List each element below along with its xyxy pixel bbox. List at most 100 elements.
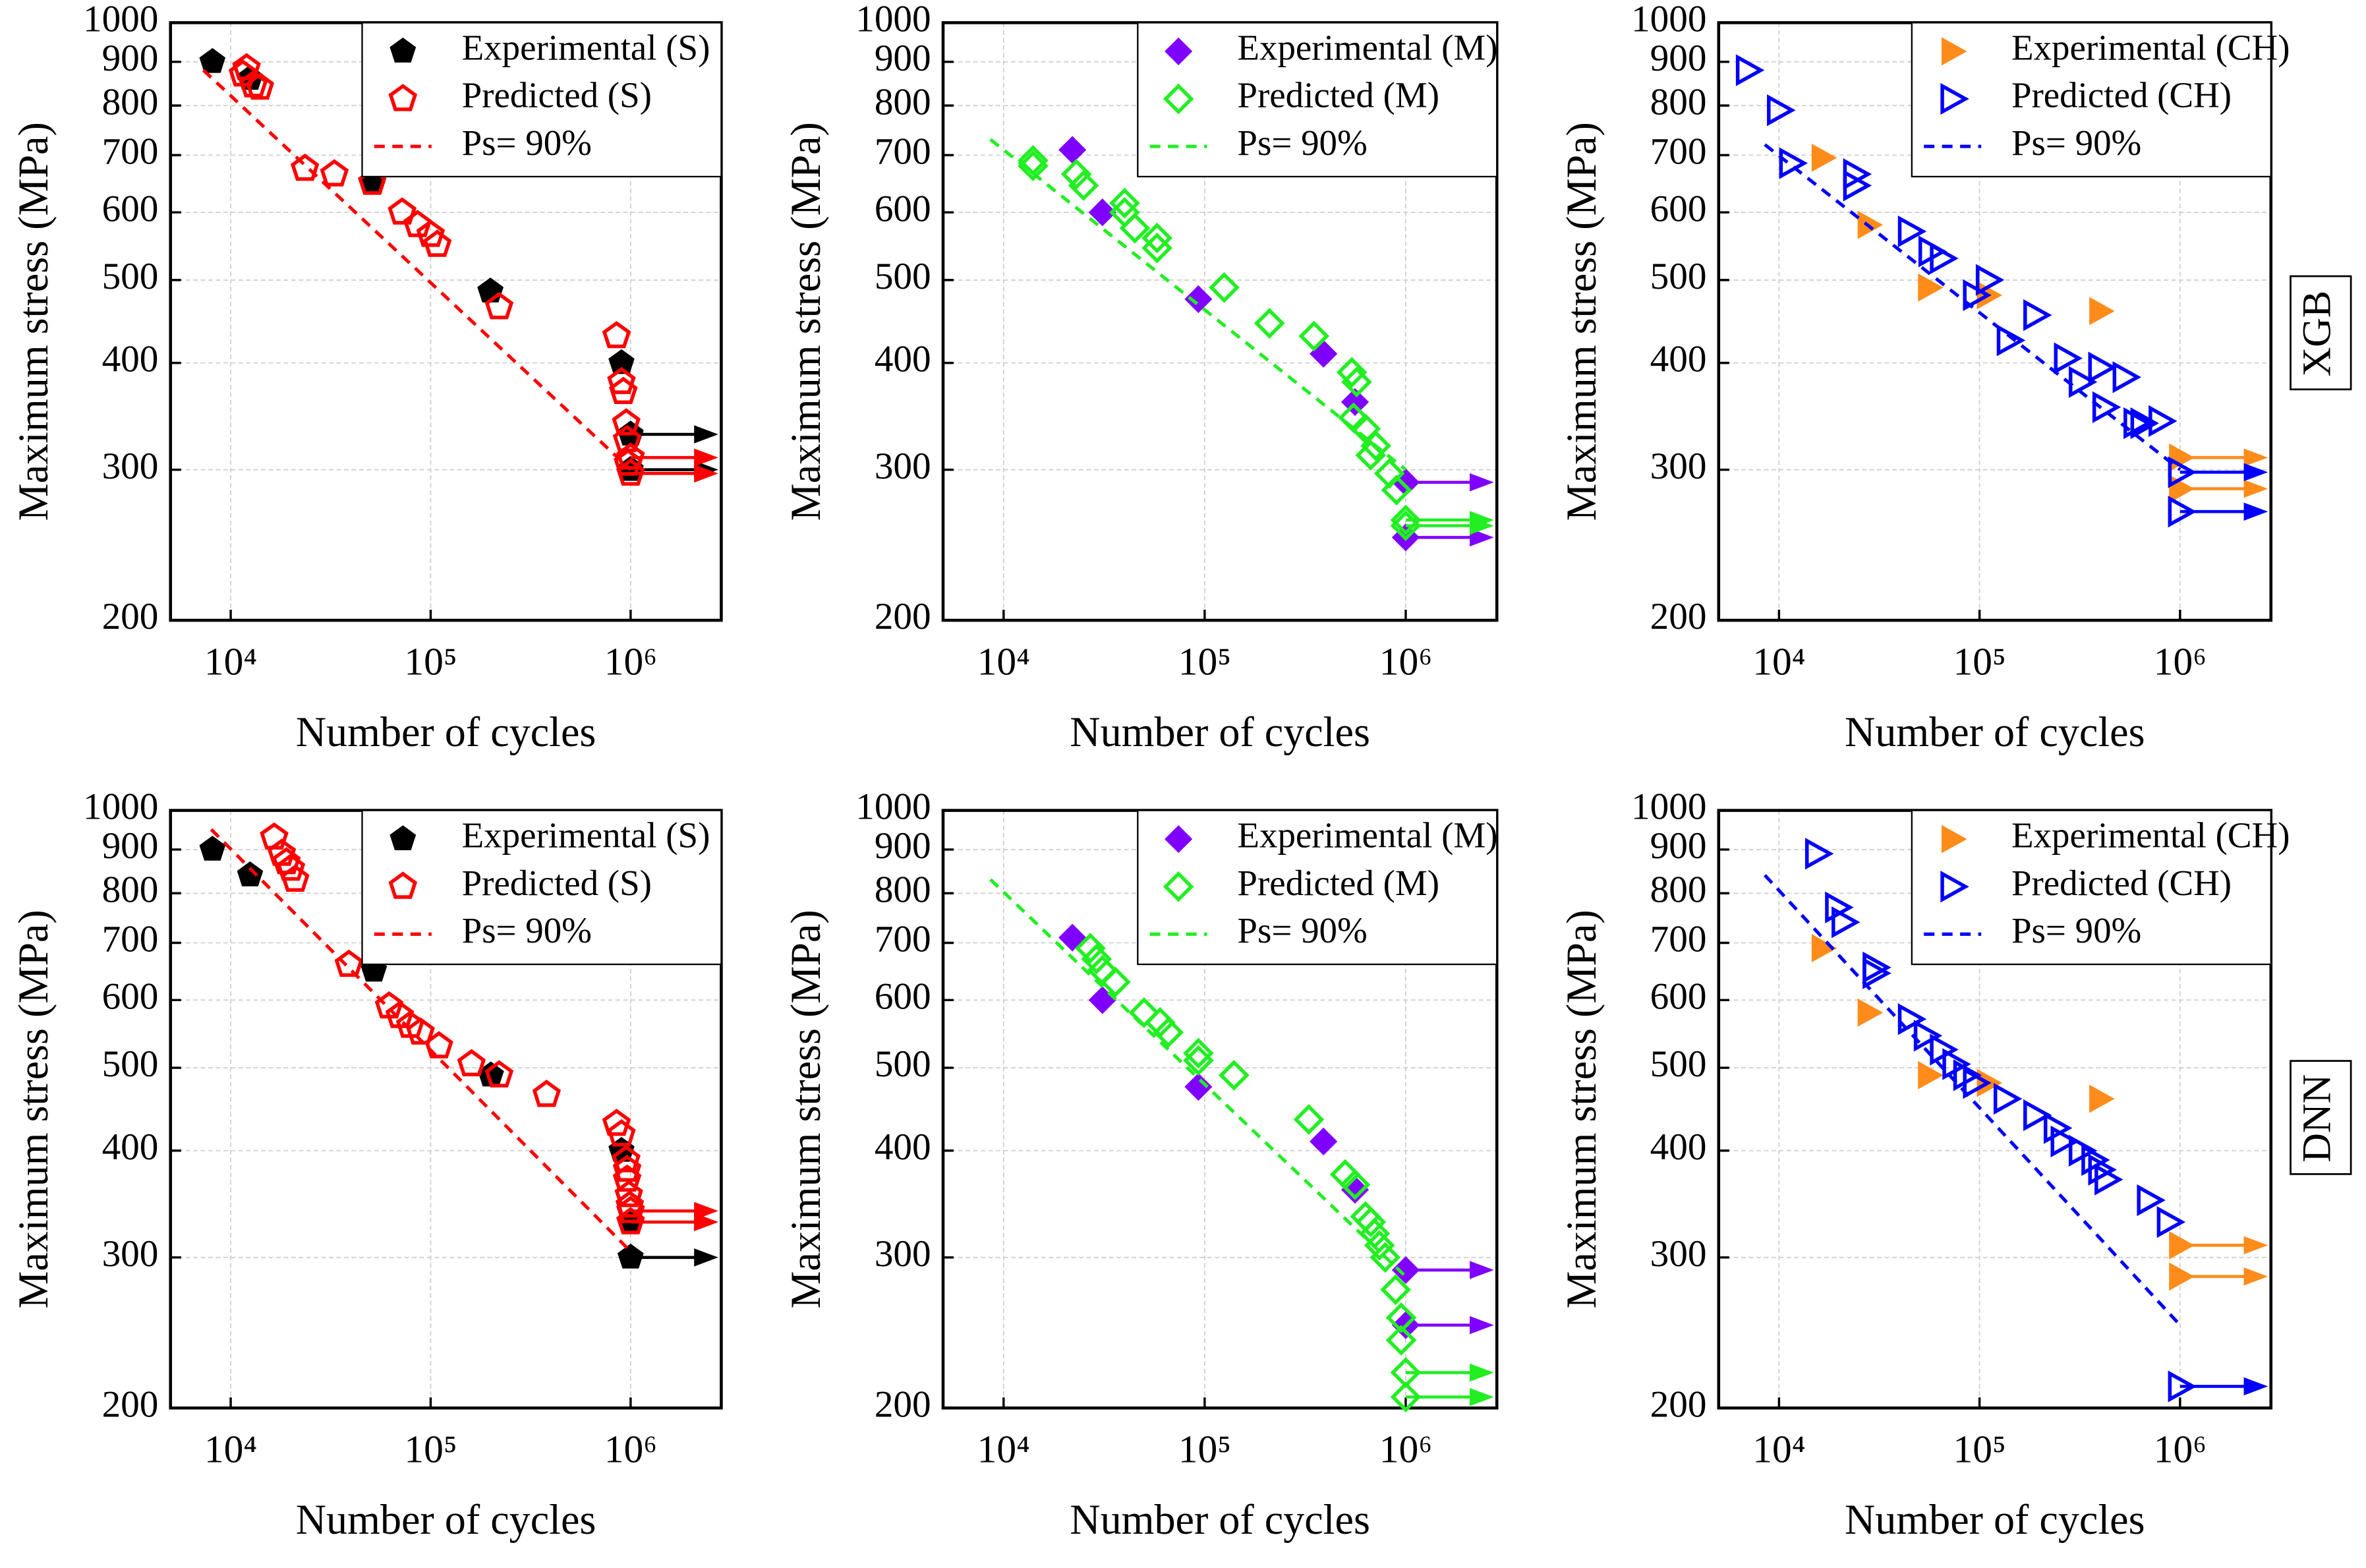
- legend-label: Ps= 90%: [462, 123, 592, 163]
- y-axis-title: Maximum stress (MPa): [1558, 122, 1605, 521]
- x-tick-label: 10⁵: [1178, 639, 1231, 683]
- runout-arrowhead: [694, 1213, 718, 1231]
- data-point: [616, 1196, 645, 1223]
- legend-label: Experimental (S): [462, 815, 710, 856]
- data-point: [1336, 357, 1368, 388]
- data-point: [1141, 222, 1172, 254]
- data-point: [1996, 324, 2026, 357]
- data-point: [388, 197, 417, 225]
- runout-arrowhead: [2243, 479, 2268, 498]
- data-point: [422, 229, 452, 257]
- runout-arrowhead: [2243, 448, 2268, 467]
- data-point: [290, 153, 320, 181]
- data-point: [2088, 351, 2117, 384]
- data-point: [1857, 998, 1884, 1027]
- row-label-box: [2290, 1060, 2352, 1175]
- y-tick-label: 300: [1650, 1233, 1707, 1275]
- y-tick-label: 500: [875, 1043, 931, 1085]
- legend-swatch: [1163, 871, 1194, 902]
- data-point: [1832, 906, 1861, 939]
- x-tick-label: 10⁴: [204, 1428, 257, 1471]
- data-point: [1184, 285, 1213, 313]
- y-axis-title: Maximum stress (MPa): [1558, 910, 1605, 1308]
- y-tick-label: 800: [1650, 81, 1707, 123]
- data-point: [1918, 1060, 1944, 1089]
- data-point: [1184, 1072, 1213, 1101]
- data-point: [612, 1145, 641, 1173]
- legend-label: Ps= 90%: [2011, 910, 2141, 950]
- x-axis-title: Number of cycles: [1070, 1496, 1370, 1543]
- fit-line: [202, 69, 632, 471]
- data-point: [617, 1243, 644, 1269]
- data-point: [2089, 297, 2115, 326]
- y-tick-label: 800: [102, 869, 159, 910]
- data-point: [602, 321, 631, 349]
- y-tick-label: 300: [875, 1233, 931, 1275]
- data-point: [614, 1180, 643, 1207]
- data-point: [1385, 1325, 1417, 1356]
- data-point: [1391, 1256, 1420, 1285]
- data-point: [1119, 212, 1151, 244]
- x-tick-label: 10⁶: [1379, 639, 1432, 683]
- data-point: [1993, 1082, 2023, 1115]
- legend-box: [1911, 809, 2272, 966]
- x-tick-label: 10⁴: [204, 639, 257, 683]
- data-point: [1310, 1127, 1338, 1155]
- data-point: [612, 1164, 642, 1192]
- y-tick-label: 200: [102, 596, 159, 637]
- y-axis-title: Maximum stress (MPa): [10, 122, 57, 521]
- data-point: [1128, 997, 1160, 1028]
- data-point: [199, 835, 226, 861]
- fit-line: [989, 878, 1407, 1278]
- runout-arrowhead: [694, 448, 718, 467]
- y-tick-label: 800: [102, 81, 159, 123]
- data-point: [2168, 1370, 2197, 1403]
- legend-swatch: [388, 84, 418, 111]
- legend-label: Ps= 90%: [462, 910, 592, 950]
- data-point: [1209, 272, 1240, 303]
- runout-arrowhead: [1470, 1316, 1494, 1335]
- y-tick-label: 400: [102, 1126, 159, 1168]
- data-point: [2112, 361, 2142, 393]
- data-point: [1804, 838, 1834, 870]
- data-point: [1183, 1045, 1214, 1076]
- data-point: [281, 864, 310, 892]
- legend-label: Ps= 90%: [2011, 123, 2141, 163]
- data-point: [612, 1154, 642, 1182]
- data-point: [1183, 1037, 1214, 1069]
- data-point: [1068, 170, 1099, 201]
- data-point: [2050, 1125, 2079, 1158]
- y-tick-label: 300: [1650, 446, 1707, 487]
- legend-label: Predicted (CH): [2011, 75, 2232, 115]
- x-tick-label: 10⁴: [1752, 1428, 1805, 1471]
- runout-arrowhead: [2243, 463, 2268, 482]
- y-tick-label: 400: [1650, 339, 1707, 380]
- data-point: [2094, 1163, 2123, 1196]
- y-tick-label: 200: [1650, 596, 1707, 637]
- x-tick-label: 10⁶: [2154, 639, 2207, 683]
- data-point: [1390, 504, 1422, 536]
- y-tick-label: 800: [1650, 869, 1707, 910]
- x-tick-label: 10⁶: [604, 639, 657, 683]
- legend-swatch: [1941, 37, 1967, 66]
- y-tick-label: 600: [102, 188, 159, 229]
- data-point: [1360, 430, 1391, 461]
- data-point: [1862, 957, 1891, 989]
- y-tick-label: 600: [875, 188, 931, 229]
- y-tick-label: 1000: [1631, 0, 1706, 40]
- data-point: [320, 159, 349, 187]
- legend-box: [1911, 22, 2272, 178]
- runout-arrowhead: [694, 1248, 718, 1267]
- y-tick-label: 700: [102, 131, 159, 172]
- x-tick-label: 10⁵: [404, 1428, 457, 1471]
- x-tick-label: 10⁵: [1953, 1428, 2005, 1471]
- y-tick-label: 700: [1650, 919, 1707, 960]
- legend-box: [361, 809, 722, 966]
- data-point: [1153, 1017, 1184, 1048]
- data-point: [612, 408, 641, 436]
- legend-label: Experimental (M): [1237, 815, 1497, 856]
- legend-swatch: [1163, 83, 1194, 115]
- fit-line: [1763, 874, 2181, 1327]
